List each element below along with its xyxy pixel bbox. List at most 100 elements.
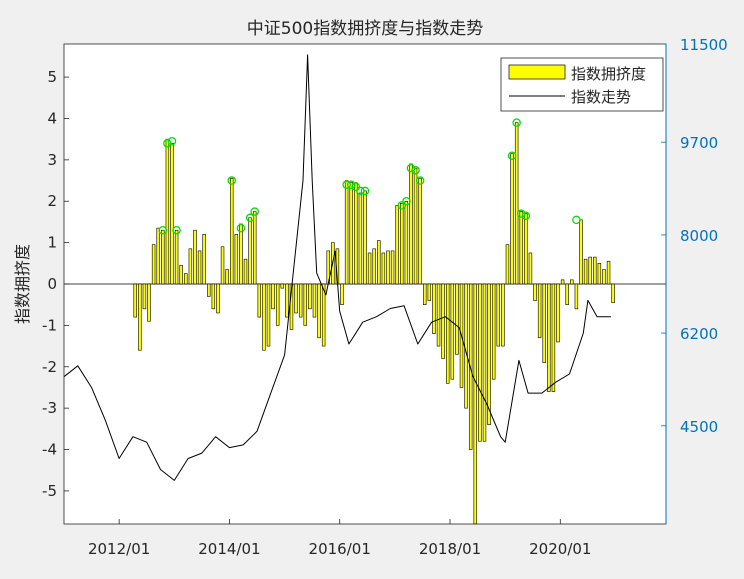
crowding-bar	[381, 252, 386, 285]
crowding-bar	[358, 192, 363, 285]
crowding-bar	[455, 283, 459, 355]
crowding-bar	[179, 265, 183, 285]
crowding-bar	[547, 283, 551, 392]
crowding-bar	[487, 283, 491, 425]
crowding-bar	[542, 283, 546, 363]
crowding-bar	[409, 163, 413, 285]
signal-marker	[402, 196, 411, 206]
crowding-bar	[514, 122, 519, 285]
crowding-bar	[257, 283, 262, 318]
crowding-bar	[349, 182, 353, 285]
right-axis: 4500 6200 8000 9700 11500	[661, 36, 728, 524]
index-trend-line	[63, 54, 611, 481]
left-axis: -5 -4 -3 -2 -1 0 1 2 3 4 5	[42, 68, 69, 500]
crowding-bar	[597, 263, 602, 285]
signal-marker	[516, 209, 526, 218]
crowding-bar	[574, 283, 579, 310]
crowding-bar	[441, 283, 445, 359]
signal-marker	[356, 186, 365, 196]
crowding-bar	[464, 283, 468, 409]
crowding-bar	[303, 283, 307, 326]
signal-marker	[397, 201, 407, 210]
signal-marker	[411, 165, 420, 175]
crowding-bar	[165, 138, 170, 285]
crowding-bar	[423, 283, 427, 305]
x-axis: 2012/01 2014/01 2016/01 2018/01 2020/01	[88, 519, 591, 558]
left-tick-label: 5	[47, 68, 57, 86]
crowding-bar	[308, 283, 312, 310]
crowding-bar	[537, 283, 542, 339]
bar-series	[133, 122, 615, 525]
signal-marker	[158, 225, 168, 235]
crowding-bar	[317, 283, 321, 339]
crowding-bar	[252, 211, 257, 285]
crowding-bar	[197, 250, 202, 285]
crowding-bar	[298, 283, 303, 318]
crowding-bar	[565, 283, 569, 305]
left-tick-label: -3	[42, 399, 57, 417]
crowding-bar	[248, 217, 252, 285]
signal-marker	[406, 163, 416, 173]
crowding-bar	[321, 283, 326, 347]
left-tick-label: 0	[47, 275, 57, 293]
crowding-bar	[390, 250, 395, 285]
crowding-bar	[354, 182, 358, 285]
crowding-bar	[432, 283, 436, 334]
crowding-bar	[570, 279, 574, 285]
signal-marker	[250, 207, 259, 216]
signal-marker	[167, 136, 177, 146]
right-tick-label: 8000	[680, 227, 718, 245]
crowding-bar	[156, 227, 160, 285]
crowding-bar	[220, 246, 225, 285]
left-tick-label: -1	[42, 316, 57, 334]
crowding-bar	[151, 244, 156, 285]
crowding-bar	[372, 248, 376, 285]
crowding-bar	[436, 283, 441, 347]
crowding-bar	[560, 279, 565, 285]
crowding-bar	[418, 178, 422, 285]
crowding-bar	[386, 250, 390, 285]
right-tick-label: 6200	[680, 325, 718, 343]
signal-marker	[236, 223, 246, 233]
signal-marker	[245, 213, 255, 223]
crowding-bar	[312, 283, 317, 318]
crowding-bar	[344, 180, 349, 285]
crowding-bar	[188, 248, 193, 285]
legend-label: 指数拥挤度	[571, 65, 646, 83]
crowding-bar	[266, 283, 271, 347]
crowding-bar	[501, 283, 505, 347]
crowding-bar	[473, 283, 478, 525]
left-tick-label: -5	[42, 482, 57, 500]
crowding-bar	[533, 283, 537, 301]
crowding-bar	[243, 258, 248, 285]
x-tick-label: 2018/01	[419, 540, 481, 558]
crowding-bar	[363, 190, 367, 285]
chart-title: 中证500指数拥挤度与指数走势	[247, 19, 483, 39]
crowding-bar	[216, 283, 220, 314]
crowding-bar	[262, 283, 266, 351]
crowding-bar	[133, 283, 137, 318]
crowding-bar	[593, 256, 597, 285]
signal-marker	[172, 225, 181, 235]
right-tick-label: 11500	[680, 36, 728, 54]
signal-marker	[507, 151, 517, 160]
crowding-bar	[170, 143, 174, 285]
signal-marker	[512, 118, 521, 127]
crowding-bar	[413, 167, 418, 285]
crowding-bar	[225, 269, 229, 285]
left-tick-label: 1	[47, 234, 57, 252]
crowding-bar	[519, 211, 523, 285]
crowding-bar	[478, 283, 482, 442]
crowding-bar	[202, 234, 206, 285]
x-tick-label: 2020/01	[529, 540, 591, 558]
crowding-bar	[271, 283, 275, 310]
signal-marker	[163, 139, 172, 148]
crowding-bar	[579, 219, 583, 285]
crowding-bar	[294, 283, 298, 314]
right-tick-label: 4500	[680, 418, 718, 436]
crowding-bar	[142, 283, 147, 310]
x-tick-label: 2014/01	[198, 540, 260, 558]
crowding-bar	[496, 283, 500, 347]
